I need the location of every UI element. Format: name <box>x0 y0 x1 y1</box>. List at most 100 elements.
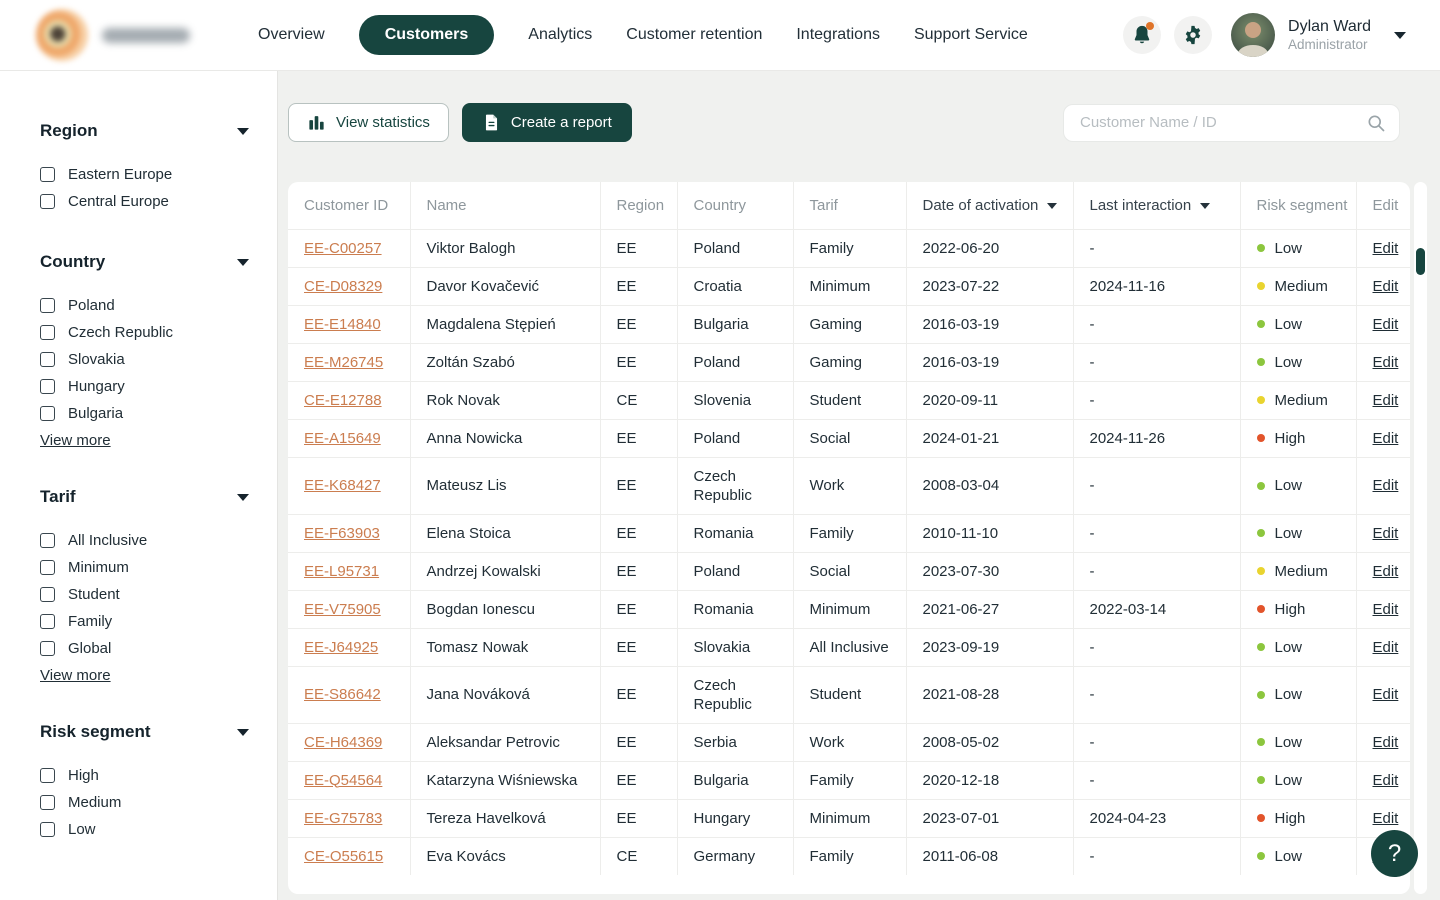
risk-indicator: Medium <box>1256 277 1344 296</box>
checkbox[interactable] <box>40 298 55 313</box>
checkbox[interactable] <box>40 379 55 394</box>
filter-option-hungary[interactable]: Hungary <box>40 373 249 400</box>
edit-link[interactable]: Edit <box>1372 239 1399 257</box>
edit-link[interactable]: Edit <box>1372 429 1399 447</box>
view-more-link[interactable]: View more <box>40 432 111 449</box>
brand[interactable] <box>0 9 258 61</box>
chevron-down-icon[interactable] <box>237 258 249 266</box>
checkbox[interactable] <box>40 560 55 575</box>
nav-item-customer-retention[interactable]: Customer retention <box>626 26 763 43</box>
filter-option-family[interactable]: Family <box>40 608 249 635</box>
cell-name: Tereza Havelková <box>410 798 601 837</box>
filter-option-student[interactable]: Student <box>40 581 249 608</box>
filter-option-minimum[interactable]: Minimum <box>40 554 249 581</box>
checkbox[interactable] <box>40 325 55 340</box>
edit-link[interactable]: Edit <box>1372 353 1399 371</box>
customer-id-link[interactable]: EE-K68427 <box>304 477 381 494</box>
filter-option-slovakia[interactable]: Slovakia <box>40 346 249 373</box>
user-avatar[interactable] <box>1231 13 1276 57</box>
view-statistics-button[interactable]: View statistics <box>288 103 449 142</box>
customer-id-link[interactable]: CE-E12788 <box>304 391 382 409</box>
customer-id-link[interactable]: CE-O55615 <box>304 847 384 865</box>
filter-option-poland[interactable]: Poland <box>40 292 249 319</box>
nav-item-integrations[interactable]: Integrations <box>796 26 880 43</box>
filter-option-central-europe[interactable]: Central Europe <box>40 188 249 215</box>
filter-group-header-region[interactable]: Region <box>40 121 249 141</box>
filter-group-header-risk-segment[interactable]: Risk segment <box>40 722 249 742</box>
filter-group-header-tarif[interactable]: Tarif <box>40 487 249 507</box>
table-scrollbar-thumb[interactable] <box>1416 248 1425 275</box>
checkbox[interactable] <box>40 587 55 602</box>
create-report-button[interactable]: Create a report <box>461 103 632 142</box>
risk-dot-icon <box>1256 814 1265 822</box>
filter-option-global[interactable]: Global <box>40 635 249 662</box>
customer-id-link[interactable]: EE-V75905 <box>304 600 381 618</box>
nav-item-customers[interactable]: Customers <box>358 15 495 55</box>
customer-id-link[interactable]: EE-C00257 <box>304 239 382 257</box>
edit-link[interactable]: Edit <box>1372 638 1399 656</box>
chevron-down-icon[interactable] <box>237 493 249 501</box>
customer-id-link[interactable]: CE-H64369 <box>304 733 383 751</box>
nav-item-overview[interactable]: Overview <box>258 26 325 43</box>
customer-id-link[interactable]: EE-A15649 <box>304 429 381 447</box>
filter-option-eastern-europe[interactable]: Eastern Europe <box>40 161 249 188</box>
sort-caret-icon[interactable] <box>1200 202 1211 209</box>
edit-link[interactable]: Edit <box>1372 733 1399 751</box>
table-row: EE-L95731 Andrzej Kowalski EE Poland Social 2… <box>288 551 1410 590</box>
customer-id-link[interactable]: EE-M26745 <box>304 353 384 371</box>
edit-link[interactable]: Edit <box>1372 524 1399 542</box>
help-button[interactable]: ? <box>1371 830 1418 877</box>
view-more-link[interactable]: View more <box>40 667 111 684</box>
nav-item-analytics[interactable]: Analytics <box>528 26 593 43</box>
edit-link[interactable]: Edit <box>1372 315 1399 333</box>
chevron-down-icon[interactable] <box>237 728 249 736</box>
edit-link[interactable]: Edit <box>1372 562 1399 580</box>
filter-option-medium[interactable]: Medium <box>40 789 249 816</box>
checkbox[interactable] <box>40 822 55 837</box>
customer-id-link[interactable]: EE-L95731 <box>304 562 380 580</box>
column-header-last-interaction[interactable]: Last interaction <box>1073 182 1241 229</box>
customer-id-link[interactable]: CE-D08329 <box>304 277 383 295</box>
checkbox[interactable] <box>40 352 55 367</box>
search-icon[interactable] <box>1366 113 1386 133</box>
checkbox[interactable] <box>40 533 55 548</box>
main-panel: View statistics Create a report <box>278 71 1440 900</box>
checkbox[interactable] <box>40 167 55 182</box>
edit-link[interactable]: Edit <box>1372 391 1399 409</box>
customer-id-link[interactable]: EE-E14840 <box>304 315 381 333</box>
edit-link[interactable]: Edit <box>1372 600 1399 618</box>
filter-group-header-country[interactable]: Country <box>40 252 249 272</box>
checkbox[interactable] <box>40 768 55 783</box>
search-input[interactable] <box>1063 103 1400 142</box>
checkbox[interactable] <box>40 194 55 209</box>
risk-label: High <box>1274 600 1306 618</box>
edit-link[interactable]: Edit <box>1372 477 1399 494</box>
customer-id-link[interactable]: EE-F63903 <box>304 524 380 542</box>
edit-link[interactable]: Edit <box>1372 809 1399 827</box>
filter-option-high[interactable]: High <box>40 762 249 789</box>
checkbox[interactable] <box>40 641 55 656</box>
sort-caret-icon[interactable] <box>1047 202 1058 209</box>
edit-link[interactable]: Edit <box>1372 771 1399 789</box>
filter-option-czech-republic[interactable]: Czech Republic <box>40 319 249 346</box>
checkbox[interactable] <box>40 614 55 629</box>
settings-button[interactable] <box>1174 16 1213 54</box>
notifications-button[interactable] <box>1123 16 1162 54</box>
edit-link[interactable]: Edit <box>1372 277 1399 295</box>
chevron-down-icon[interactable] <box>237 127 249 135</box>
checkbox[interactable] <box>40 795 55 810</box>
filter-option-low[interactable]: Low <box>40 816 249 843</box>
column-header-date-of-activation[interactable]: Date of activation <box>906 182 1074 229</box>
user-menu-caret-icon[interactable] <box>1394 31 1406 39</box>
cell-last-interaction: - <box>1073 513 1241 552</box>
edit-link[interactable]: Edit <box>1372 686 1399 703</box>
customer-id-link[interactable]: EE-Q54564 <box>304 771 383 789</box>
customer-id-link[interactable]: EE-S86642 <box>304 686 381 703</box>
customer-id-link[interactable]: EE-G75783 <box>304 809 383 827</box>
filter-option-bulgaria[interactable]: Bulgaria <box>40 400 249 427</box>
checkbox[interactable] <box>40 406 55 421</box>
filter-option-all-inclusive[interactable]: All Inclusive <box>40 527 249 554</box>
table-scrollbar-track[interactable] <box>1414 182 1427 894</box>
nav-item-support-service[interactable]: Support Service <box>913 26 1028 43</box>
customer-id-link[interactable]: EE-J64925 <box>304 638 379 656</box>
